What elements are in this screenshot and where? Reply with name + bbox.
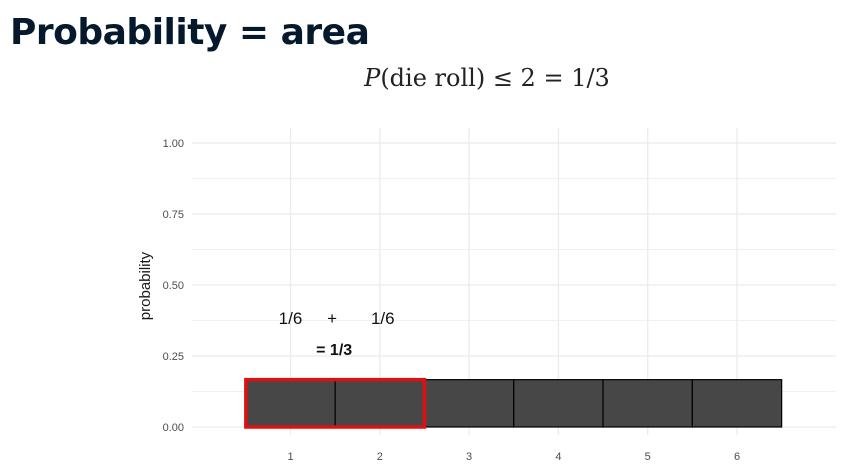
y-tick-label: 0.75 (163, 209, 184, 221)
y-tick-label: 1.00 (163, 138, 184, 150)
highlight-outline (244, 377, 427, 429)
x-tick-label: 1 (287, 451, 293, 463)
y-tick-label: 0.50 (163, 280, 184, 292)
annotation-plus: + (327, 309, 337, 328)
formula-argument: (die roll) (380, 64, 486, 92)
y-tick-label: 0.00 (163, 422, 184, 434)
tick-layer: 0.00 0.25 0.50 0.75 1.00 1 2 3 4 5 6 (163, 138, 740, 463)
formula-rest: ≤ 2 = 1/3 (485, 64, 610, 92)
slide-title: Probability = area (10, 12, 370, 53)
x-tick-label: 3 (466, 451, 472, 463)
annotation-left-term: 1/6 (279, 309, 303, 328)
bar (245, 379, 336, 428)
x-tick-label: 2 (377, 451, 383, 463)
y-tick-label: 0.25 (163, 351, 184, 363)
annotation-sum: = 1/3 (316, 342, 352, 359)
probability-formula: P(die roll) ≤ 2 = 1/3 (0, 64, 850, 92)
bar-layer (244, 377, 783, 429)
annotation-right-term: 1/6 (371, 309, 395, 328)
x-tick-label: 4 (555, 451, 561, 463)
x-tick-label: 6 (734, 451, 740, 463)
bar (602, 379, 693, 428)
bar (513, 379, 604, 428)
y-axis-label: probability (137, 251, 154, 320)
bar (691, 379, 783, 428)
x-tick-label: 5 (645, 451, 651, 463)
formula-p: P (364, 64, 381, 92)
bar (334, 379, 426, 428)
bar (423, 379, 515, 428)
